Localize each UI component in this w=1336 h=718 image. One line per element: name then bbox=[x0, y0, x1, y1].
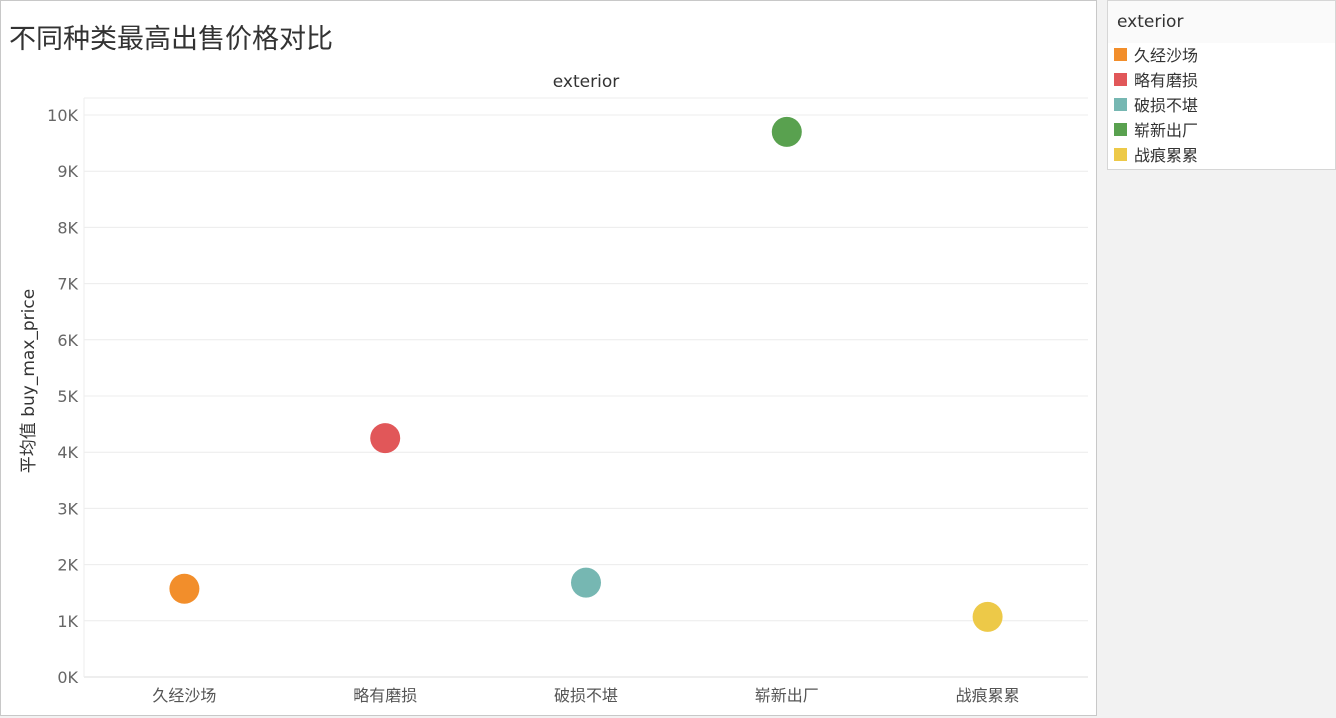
x-tick-label: 破损不堪 bbox=[554, 686, 618, 705]
x-tick-label: 久经沙场 bbox=[152, 686, 216, 705]
legend-panel: exterior 久经沙场 略有磨损 破损不堪 崭新出厂 战痕累累 bbox=[1107, 0, 1336, 170]
y-tick-label: 0K bbox=[57, 668, 78, 687]
data-point bbox=[169, 573, 200, 604]
legend-title: exterior bbox=[1108, 1, 1335, 43]
data-point bbox=[771, 116, 802, 147]
legend-item[interactable]: 战痕累累 bbox=[1108, 143, 1335, 168]
legend-swatch bbox=[1114, 73, 1127, 86]
x-tick-label: 战痕累累 bbox=[956, 686, 1020, 705]
data-point bbox=[972, 601, 1003, 632]
legend-item[interactable]: 久经沙场 bbox=[1108, 43, 1335, 68]
chart-panel: 不同种类最高出售价格对比 exterior 0K 1K 2K 3K 4K 5K 6K 7K 8K 9… bbox=[0, 0, 1097, 716]
legend-swatch bbox=[1114, 48, 1127, 61]
y-tick-label: 7K bbox=[57, 275, 78, 294]
legend-label: 破损不堪 bbox=[1134, 96, 1199, 115]
legend-item[interactable]: 破损不堪 bbox=[1108, 93, 1335, 118]
y-tick-label: 5K bbox=[57, 387, 78, 406]
legend-label: 略有磨损 bbox=[1134, 71, 1199, 90]
legend-label: 久经沙场 bbox=[1134, 46, 1199, 65]
y-tick-label: 4K bbox=[57, 443, 78, 462]
page-title: 不同种类最高出售价格对比 bbox=[9, 24, 333, 55]
legend-swatch bbox=[1114, 98, 1127, 111]
y-tick-label: 8K bbox=[57, 218, 78, 237]
y-tick-label: 9K bbox=[57, 162, 78, 181]
legend-swatch bbox=[1114, 148, 1127, 161]
legend-label: 战痕累累 bbox=[1134, 146, 1199, 165]
y-tick-label: 10K bbox=[47, 106, 78, 125]
y-tick-label: 2K bbox=[57, 556, 78, 575]
chart-header: exterior bbox=[553, 72, 619, 92]
legend-swatch bbox=[1114, 123, 1127, 136]
x-tick-label: 崭新出厂 bbox=[755, 686, 819, 705]
x-tick-label: 略有磨损 bbox=[353, 686, 417, 705]
data-point bbox=[571, 567, 601, 598]
scatter-chart: exterior 0K 1K 2K 3K 4K 5K 6K 7K 8K 9K 10K 平均值 buy_m… bbox=[19, 72, 1088, 705]
data-point bbox=[370, 423, 401, 454]
legend-item[interactable]: 略有磨损 bbox=[1108, 68, 1335, 93]
legend-item[interactable]: 崭新出厂 bbox=[1108, 118, 1335, 143]
legend-label: 崭新出厂 bbox=[1134, 121, 1199, 140]
y-tick-label: 3K bbox=[57, 499, 78, 518]
y-axis-label: 平均值 buy_max_price bbox=[19, 289, 39, 473]
legend-list: 久经沙场 略有磨损 破损不堪 崭新出厂 战痕累累 bbox=[1108, 43, 1335, 168]
y-tick-label: 1K bbox=[57, 612, 78, 631]
y-tick-label: 6K bbox=[57, 331, 78, 350]
